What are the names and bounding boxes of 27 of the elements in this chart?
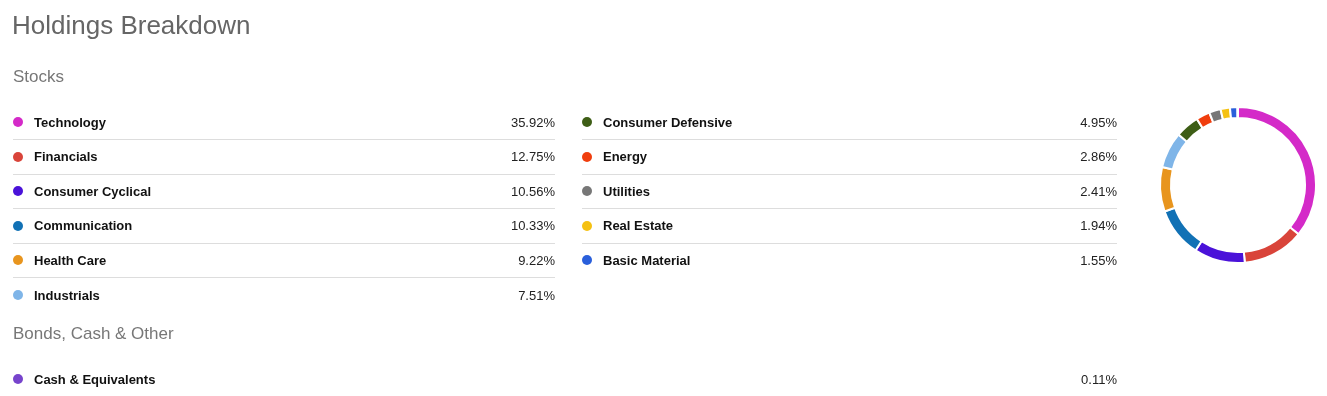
data-label: 1.55% <box>1080 252 1117 268</box>
text: Bonds, Cash & Other <box>13 324 174 344</box>
legend-label: Consumer Cyclical <box>34 183 152 199</box>
data-label: 2.41% <box>1080 183 1117 199</box>
data-label: 35.92% <box>510 114 555 130</box>
data-label: 10.56% <box>510 183 555 199</box>
legend-label: Energy <box>603 149 648 165</box>
data-label: 7.51% <box>518 287 555 303</box>
chart-title: Holdings Breakdown <box>12 10 251 41</box>
legend-label: Communication <box>34 218 133 234</box>
data-label: 10.33% <box>510 218 555 234</box>
legend-label: Basic Material <box>603 252 691 268</box>
data-label: 12.75% <box>510 149 555 165</box>
data-label: 4.95% <box>1080 114 1117 130</box>
text: Stocks <box>13 67 65 87</box>
legend-label: Cash & Equivalents <box>34 371 156 387</box>
legend-label: Consumer Defensive <box>603 114 733 130</box>
legend-label: Health Care <box>34 252 107 268</box>
legend-label: Technology <box>34 114 106 130</box>
legend-label: Real Estate <box>603 218 674 234</box>
legend-label: Industrials <box>34 287 100 303</box>
legend-label: Utilities <box>603 183 650 199</box>
legend-label: Financials <box>34 149 98 165</box>
data-label: 1.94% <box>1080 218 1117 234</box>
data-label: 2.86% <box>1080 149 1117 165</box>
data-label: 9.22% <box>518 252 555 268</box>
data-label: 0.11% <box>1081 371 1117 387</box>
